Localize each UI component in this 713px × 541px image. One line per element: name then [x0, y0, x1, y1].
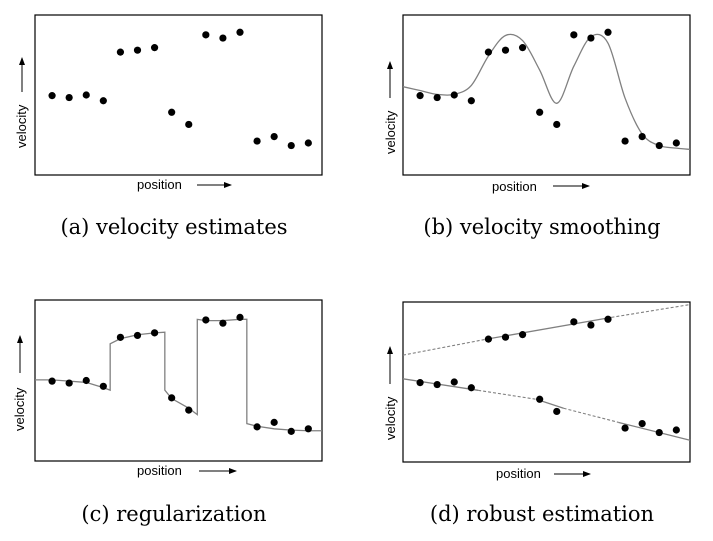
data-point-14	[638, 133, 646, 141]
data-point-1	[416, 92, 424, 100]
data-point-15	[655, 428, 663, 437]
plot-frame	[34, 299, 323, 462]
data-point-4	[467, 97, 475, 105]
data-point-8	[536, 108, 544, 116]
data-point-3	[450, 378, 458, 386]
data-point-13	[621, 424, 629, 432]
plot-frame	[34, 14, 323, 176]
data-point-13	[253, 137, 261, 145]
fit-curve-5	[478, 389, 537, 400]
data-point-8	[536, 395, 544, 403]
curve-layer	[35, 318, 322, 432]
panel-b: position velocity (b) velocity smoothing	[383, 14, 691, 239]
points-layer	[416, 315, 680, 437]
points-layer	[48, 28, 312, 150]
data-point-11	[587, 34, 595, 42]
data-point-8	[168, 108, 176, 116]
data-point-14	[270, 133, 278, 141]
y-axis-label: velocity	[14, 104, 29, 148]
data-point-2	[433, 380, 441, 389]
data-point-6	[501, 46, 510, 54]
data-point-10	[570, 318, 578, 326]
data-point-12	[236, 313, 244, 321]
data-point-4	[99, 97, 107, 105]
data-point-8	[168, 394, 176, 402]
data-point-15	[287, 427, 295, 435]
x-axis-label: position	[137, 177, 182, 192]
fit-curve-3	[611, 304, 691, 318]
data-point-11	[219, 34, 227, 42]
data-point-9	[185, 406, 193, 414]
data-point-12	[604, 28, 612, 36]
x-axis-label: position	[492, 179, 537, 194]
curve-layer	[402, 304, 691, 441]
data-point-16	[672, 426, 680, 434]
data-point-3	[82, 91, 90, 99]
panel-caption: (a) velocity estimates	[60, 215, 287, 239]
data-point-5	[116, 333, 125, 341]
data-point-9	[553, 407, 561, 416]
data-point-7	[150, 329, 159, 337]
x-axis-label: position	[137, 463, 182, 478]
panel-caption: (c) regularization	[81, 502, 266, 526]
plot-frame	[402, 14, 691, 176]
data-point-1	[48, 92, 56, 100]
data-point-15	[655, 141, 663, 150]
data-point-10	[570, 31, 578, 39]
fit-curve-1	[35, 318, 322, 432]
y-axis-label: velocity	[12, 387, 27, 431]
data-point-3	[82, 376, 90, 385]
y-axis-label: velocity	[383, 110, 398, 154]
data-point-14	[638, 420, 646, 428]
y-axis-label: velocity	[383, 396, 398, 440]
fit-curve-1	[402, 33, 691, 151]
data-point-16	[304, 425, 312, 433]
data-point-2	[65, 379, 73, 387]
points-layer	[48, 313, 312, 435]
data-point-7	[150, 44, 159, 52]
data-point-10	[202, 316, 210, 324]
data-point-5	[484, 48, 493, 56]
data-point-9	[185, 120, 193, 129]
fit-curve-8	[618, 421, 691, 441]
data-point-6	[501, 333, 510, 341]
points-layer	[416, 28, 680, 150]
data-point-5	[484, 335, 493, 343]
data-point-5	[116, 48, 125, 56]
data-point-4	[99, 382, 107, 390]
fit-curve-7	[563, 407, 619, 423]
panel-d: position velocity (d) robust estimation	[383, 301, 691, 526]
data-point-11	[587, 321, 595, 329]
data-point-13	[253, 423, 261, 431]
data-point-1	[416, 379, 424, 387]
data-point-12	[236, 28, 244, 36]
data-point-2	[433, 93, 441, 102]
data-point-4	[467, 384, 475, 392]
data-point-11	[219, 319, 227, 327]
data-point-16	[672, 139, 680, 147]
x-axis-label: position	[496, 466, 541, 481]
panel-caption: (b) velocity smoothing	[423, 215, 660, 239]
data-point-6	[133, 331, 142, 340]
data-point-10	[202, 31, 210, 39]
data-point-15	[287, 141, 295, 150]
curve-layer	[402, 33, 691, 151]
data-point-7	[518, 44, 527, 52]
data-point-16	[304, 139, 312, 147]
data-point-3	[450, 91, 458, 99]
data-point-1	[48, 377, 56, 385]
data-point-9	[553, 120, 561, 129]
fit-curve-1	[402, 338, 487, 356]
data-point-14	[270, 418, 278, 426]
data-point-7	[518, 331, 527, 339]
data-point-12	[604, 315, 612, 323]
plot-frame	[402, 301, 691, 463]
data-point-13	[621, 137, 629, 145]
data-point-6	[133, 46, 142, 54]
panel-a: position velocity (a) velocity estimates	[14, 14, 323, 239]
panel-c: position velocity (c) regularization	[12, 299, 323, 526]
panel-caption: (d) robust estimation	[430, 502, 654, 526]
data-point-2	[65, 93, 73, 102]
